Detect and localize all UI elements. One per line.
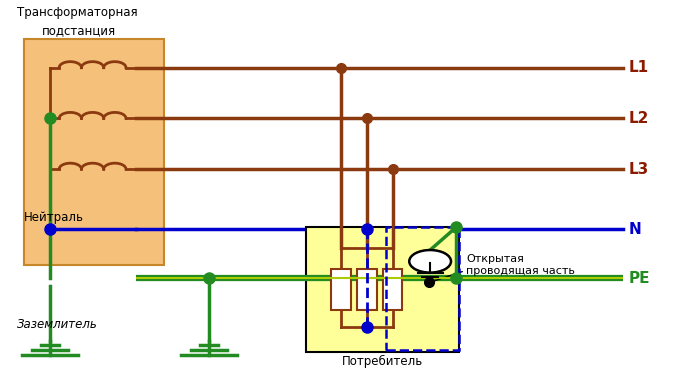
Text: L1: L1 (628, 60, 649, 75)
Bar (383, 269, 402, 310)
Bar (357, 269, 377, 310)
Text: Потребитель: Потребитель (342, 355, 423, 368)
Bar (331, 269, 351, 310)
Text: подстанция: подстанция (42, 24, 116, 38)
Text: Трансформаторная: Трансформаторная (17, 6, 138, 19)
Circle shape (409, 250, 451, 273)
Bar (386, 227, 459, 350)
Text: L2: L2 (628, 111, 649, 126)
Text: Открытая
проводящая часть: Открытая проводящая часть (466, 254, 575, 276)
Text: Нейтраль: Нейтраль (24, 211, 84, 224)
Text: L3: L3 (628, 162, 649, 177)
Bar (24, 39, 164, 265)
Text: N: N (628, 222, 641, 237)
Text: PE: PE (628, 271, 650, 286)
Bar (306, 227, 459, 352)
Text: Заземлитель: Заземлитель (17, 318, 98, 331)
